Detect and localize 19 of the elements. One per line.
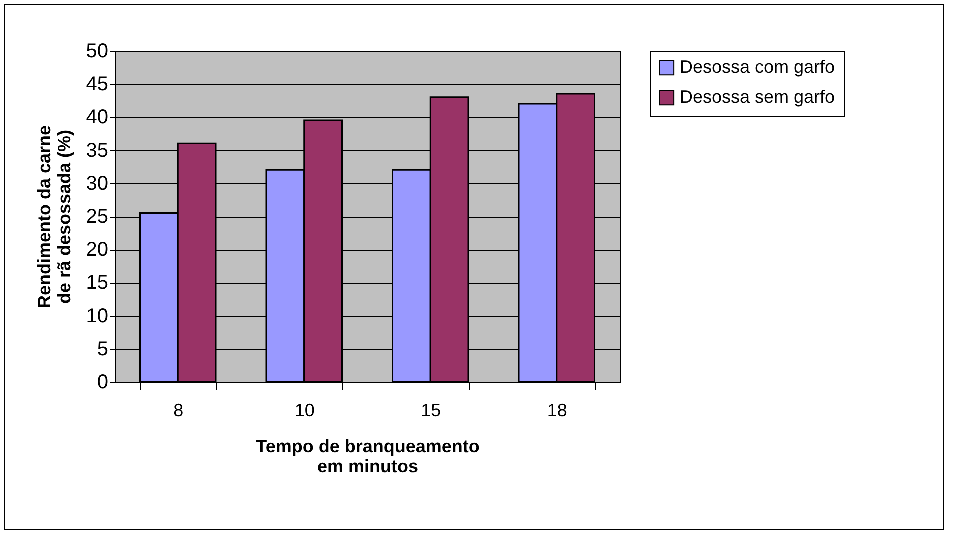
y-tick-label: 45 bbox=[86, 74, 108, 96]
legend-label: Desossa com garfo bbox=[680, 57, 836, 77]
y-tick-label: 10 bbox=[86, 305, 108, 328]
y-tick-label: 50 bbox=[86, 40, 108, 62]
y-tick-label: 35 bbox=[86, 140, 108, 162]
y-tick-label: 15 bbox=[86, 272, 108, 294]
y-tick-label: 20 bbox=[86, 239, 108, 262]
y-tick-label: 40 bbox=[86, 106, 108, 129]
y-axis-title: Rendimento da carne de rã desossada (%) bbox=[34, 125, 74, 309]
y-tick-label: 5 bbox=[97, 338, 108, 360]
y-tick-label: 30 bbox=[86, 172, 108, 195]
x-tick-label: 15 bbox=[421, 400, 442, 420]
x-tick-label: 10 bbox=[294, 400, 315, 420]
x-tick-label: 18 bbox=[547, 400, 568, 420]
legend-label: Desossa sem garfo bbox=[680, 87, 836, 107]
x-tick-label: 8 bbox=[174, 400, 184, 420]
x-axis-title: Tempo de branqueamento em minutos bbox=[256, 436, 480, 476]
y-tick-label: 25 bbox=[86, 206, 108, 228]
y-tick-label: 0 bbox=[97, 372, 108, 394]
